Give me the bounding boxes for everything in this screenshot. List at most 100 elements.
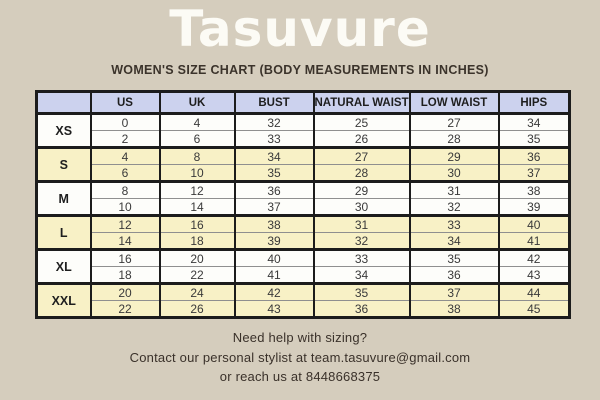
size-label-cell: M (35, 180, 91, 216)
measurement-cell: 28 (312, 164, 410, 182)
measurement-cell: 4 (89, 146, 160, 165)
measurement-cell: 37 (233, 198, 314, 216)
measurement-cell: 35 (233, 164, 314, 182)
measurement-cell: 36 (497, 146, 570, 165)
measurement-cell: 14 (89, 232, 160, 250)
corner-header-cell (35, 91, 91, 115)
measurement-cell: 8 (158, 146, 235, 165)
measurement-cell: 38 (497, 180, 570, 199)
measurement-cell: 18 (89, 266, 160, 284)
measurement-cell: 26 (312, 130, 410, 148)
measurement-cell: 29 (312, 180, 410, 199)
measurement-cell: 20 (158, 248, 235, 267)
footer-contact-text: Contact our personal stylist at team.tas… (129, 349, 471, 365)
size-label-cell: L (35, 214, 91, 250)
column-header: US (89, 91, 160, 115)
measurement-cell: 38 (408, 300, 499, 318)
measurement-cell: 20 (89, 282, 160, 301)
measurement-cell: 26 (158, 300, 235, 318)
measurement-cell: 39 (233, 232, 314, 250)
measurement-cell: 38 (233, 214, 314, 233)
measurement-cell: 16 (89, 248, 160, 267)
measurement-cell: 16 (158, 214, 235, 233)
measurement-cell: 29 (408, 146, 499, 165)
measurement-cell: 6 (89, 164, 160, 182)
measurement-cell: 39 (497, 198, 570, 216)
measurement-cell: 35 (408, 248, 499, 267)
header-row: US UK BUST NATURAL WAIST LOW WAIST HIPS (35, 91, 570, 115)
measurement-cell: 45 (497, 300, 570, 318)
measurement-cell: 43 (233, 300, 314, 318)
measurement-cell: 33 (312, 248, 410, 267)
measurement-cell: 22 (89, 300, 160, 318)
measurement-cell: 28 (408, 130, 499, 148)
measurement-cell: 12 (158, 180, 235, 199)
measurement-cell: 27 (408, 112, 499, 131)
measurement-cell: 42 (497, 248, 570, 267)
table-row: 18 22 41 34 36 43 (37, 266, 570, 284)
table-row: XS 0 4 32 25 27 34 (35, 112, 570, 148)
measurement-cell: 33 (233, 130, 314, 148)
measurement-cell: 12 (89, 214, 160, 233)
measurement-cell: 30 (408, 164, 499, 182)
measurement-cell: 36 (312, 300, 410, 318)
measurement-cell: 10 (89, 198, 160, 216)
measurement-cell: 41 (233, 266, 314, 284)
size-chart-body: XS 0 4 32 25 27 34 2 6 33 26 28 35 S 4 8 34 27 29 36 6 10 35 28… (35, 112, 570, 318)
measurement-cell: 10 (158, 164, 235, 182)
measurement-cell: 35 (497, 130, 570, 148)
measurement-cell: 34 (497, 112, 570, 131)
measurement-cell: 8 (89, 180, 160, 199)
measurement-cell: 34 (312, 266, 410, 284)
column-header: LOW WAIST (408, 91, 499, 115)
table-row: M 8 12 36 29 31 38 (35, 180, 570, 216)
measurement-cell: 42 (233, 282, 314, 301)
measurement-cell: 32 (312, 232, 410, 250)
size-label-cell: XXL (35, 282, 91, 318)
column-header: HIPS (497, 91, 570, 115)
measurement-cell: 40 (233, 248, 314, 267)
measurement-cell: 37 (408, 282, 499, 301)
measurement-cell: 43 (497, 266, 570, 284)
measurement-cell: 33 (408, 214, 499, 233)
size-label-cell: XL (35, 248, 91, 284)
measurement-cell: 4 (158, 112, 235, 131)
size-chart-table: US UK BUST NATURAL WAIST LOW WAIST HIPS XS 0 4 3… (35, 90, 571, 319)
measurement-cell: 36 (233, 180, 314, 199)
measurement-cell: 40 (497, 214, 570, 233)
size-label-cell: XS (35, 112, 91, 148)
measurement-cell: 0 (89, 112, 160, 131)
table-row: 10 14 37 30 32 39 (37, 198, 570, 216)
footer-help-text: Need help with sizing? (232, 330, 368, 345)
measurement-cell: 24 (158, 282, 235, 301)
table-row: XL 16 20 40 33 35 42 (35, 248, 570, 284)
measurement-cell: 36 (408, 266, 499, 284)
measurement-cell: 31 (312, 214, 410, 233)
measurement-cell: 32 (408, 198, 499, 216)
table-row: XXL 20 24 42 35 37 44 (35, 282, 570, 318)
measurement-cell: 44 (497, 282, 570, 301)
column-header: BUST (233, 91, 314, 115)
brand-title: Tasuvure (169, 0, 431, 58)
measurement-cell: 35 (312, 282, 410, 301)
measurement-cell: 34 (233, 146, 314, 165)
measurement-cell: 6 (158, 130, 235, 148)
measurement-cell: 27 (312, 146, 410, 165)
measurement-cell: 30 (312, 198, 410, 216)
measurement-cell: 34 (408, 232, 499, 250)
table-row: 2 6 33 26 28 35 (37, 130, 570, 148)
footer-phone-text: or reach us at 8448668375 (219, 369, 381, 384)
footer: Need help with sizing? Contact our perso… (0, 328, 600, 387)
page-subtitle: WOMEN'S SIZE CHART (BODY MEASUREMENTS IN… (111, 63, 489, 77)
measurement-cell: 31 (408, 180, 499, 199)
table-row: S 4 8 34 27 29 36 (35, 146, 570, 182)
measurement-cell: 22 (158, 266, 235, 284)
measurement-cell: 25 (312, 112, 410, 131)
size-label-cell: S (35, 146, 91, 182)
column-header: UK (158, 91, 235, 115)
measurement-cell: 37 (497, 164, 570, 182)
measurement-cell: 2 (89, 130, 160, 148)
table-row: 22 26 43 36 38 45 (37, 300, 570, 318)
column-header: NATURAL WAIST (312, 91, 410, 115)
